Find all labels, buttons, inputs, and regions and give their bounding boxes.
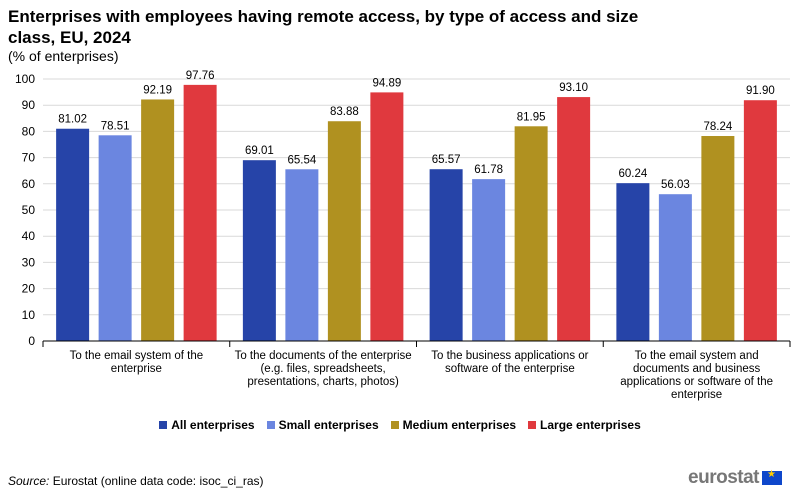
data-label: 81.02 xyxy=(58,114,87,126)
bar xyxy=(242,160,276,341)
y-tick-label: 20 xyxy=(22,282,36,296)
y-tick-label: 50 xyxy=(22,203,36,217)
eu-flag-icon xyxy=(762,469,782,485)
data-label: 94.89 xyxy=(372,77,401,89)
bar xyxy=(701,136,735,341)
bar xyxy=(327,121,361,341)
legend: All enterprises Small enterprises Medium e… xyxy=(0,418,800,432)
legend-item: Small enterprises xyxy=(266,418,379,432)
legend-item: Large enterprises xyxy=(528,418,641,432)
eurostat-logo: eurostat xyxy=(688,467,782,489)
source-label: Source: xyxy=(8,474,50,488)
legend-swatch xyxy=(390,420,399,429)
data-label: 81.95 xyxy=(517,111,546,123)
y-tick-label: 80 xyxy=(22,124,36,138)
legend-label: Small enterprises xyxy=(278,418,379,432)
bars xyxy=(56,84,777,342)
bar xyxy=(285,169,319,341)
data-label: 78.51 xyxy=(101,120,130,132)
data-label: 83.88 xyxy=(330,106,359,118)
bar xyxy=(616,183,650,341)
y-tick-labels: 0 10 20 30 40 50 60 70 80 90 100 xyxy=(15,72,35,348)
y-tick-label: 10 xyxy=(22,308,36,322)
bar xyxy=(743,100,777,341)
category-label: To the documents of the enterprise (e.g.… xyxy=(234,350,412,388)
data-label: 65.54 xyxy=(287,154,316,166)
bar xyxy=(183,84,217,341)
category-label: To the email system and documents and bu… xyxy=(620,350,774,401)
logo-text: eurostat xyxy=(688,467,759,488)
data-label: 61.78 xyxy=(474,164,503,176)
data-label: 69.01 xyxy=(245,145,274,157)
y-tick-label: 60 xyxy=(22,177,36,191)
data-label: 92.19 xyxy=(143,84,172,96)
bar xyxy=(141,99,175,342)
data-label: 97.76 xyxy=(186,70,215,82)
data-label: 91.90 xyxy=(746,85,775,97)
data-label: 93.10 xyxy=(559,82,588,94)
data-label: 56.03 xyxy=(661,179,690,191)
data-labels: 81.02 78.51 92.19 97.76 69.01 65.54 83.88 94.89… xyxy=(58,70,775,191)
category-separators xyxy=(42,341,791,347)
bar xyxy=(98,135,132,341)
y-tick-label: 40 xyxy=(22,229,36,243)
bar xyxy=(56,128,90,341)
category-label: To the business applications or software… xyxy=(431,350,589,375)
legend-item: Medium enterprises xyxy=(390,418,517,432)
legend-label: Medium enterprises xyxy=(402,418,517,432)
y-tick-label: 70 xyxy=(22,151,36,165)
chart-title: Enterprises with employees having remote… xyxy=(8,7,639,47)
legend-swatch xyxy=(528,420,537,429)
y-tick-label: 90 xyxy=(22,98,36,112)
chart-subtitle: (% of enterprises) xyxy=(8,48,119,64)
source-text: Eurostat (online data code: isoc_ci_ras) xyxy=(52,474,264,488)
bar xyxy=(514,126,548,341)
legend-label: Large enterprises xyxy=(540,418,641,432)
category-label: To the email system of the enterprise xyxy=(69,350,204,375)
data-label: 78.24 xyxy=(703,121,732,133)
y-tick-label: 0 xyxy=(28,334,35,348)
y-tick-label: 30 xyxy=(22,255,36,269)
bar xyxy=(429,169,463,341)
data-label: 60.24 xyxy=(618,168,647,180)
legend-item: All enterprises xyxy=(159,418,255,432)
bar xyxy=(370,92,404,341)
bar xyxy=(658,194,692,341)
bar xyxy=(472,179,506,341)
legend-label: All enterprises xyxy=(171,418,255,432)
data-label: 65.57 xyxy=(432,154,461,166)
bar xyxy=(557,97,591,341)
legend-swatch xyxy=(266,420,275,429)
legend-swatch xyxy=(159,420,168,429)
y-tick-label: 100 xyxy=(15,72,35,86)
source-note: Source: Eurostat (online data code: isoc… xyxy=(8,474,263,488)
